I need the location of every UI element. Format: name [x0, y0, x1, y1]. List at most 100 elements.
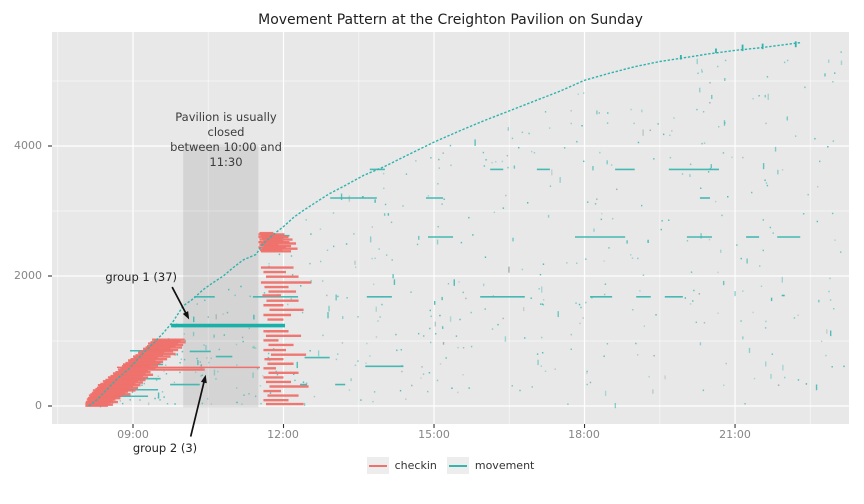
- movement-dot: [484, 308, 486, 310]
- movement-dot: [429, 309, 431, 312]
- movement-dot: [721, 214, 723, 217]
- movement-dot: [767, 93, 769, 100]
- movement-dot: [497, 323, 499, 326]
- movement-dot: [462, 291, 464, 294]
- movement-dot: [724, 122, 726, 124]
- movement-dot: [764, 179, 766, 182]
- movement-dot: [531, 386, 533, 388]
- movement-dot: [181, 350, 184, 353]
- group1-arrow-line: [171, 286, 188, 315]
- movement-dot: [438, 167, 441, 169]
- movement-dot: [435, 332, 437, 335]
- movement-dot: [372, 400, 374, 403]
- movement-dot: [206, 398, 209, 400]
- movement-dot: [740, 257, 742, 260]
- movement-dot: [829, 330, 832, 337]
- movement-dot: [428, 372, 431, 374]
- movement-dot: [563, 147, 566, 149]
- movement-dot: [769, 226, 772, 229]
- movement-dot: [241, 336, 244, 339]
- movement-dot: [159, 399, 161, 401]
- movement-dot: [504, 336, 507, 342]
- movement-dot: [594, 203, 597, 205]
- movement-dot: [319, 260, 322, 263]
- movement-dot: [345, 243, 348, 245]
- movement-dot: [816, 185, 819, 188]
- movement-dot: [649, 129, 651, 132]
- movement-dot: [165, 373, 168, 375]
- movement-dot: [121, 402, 124, 405]
- movement-dot: [269, 392, 272, 394]
- movement-dot: [748, 347, 751, 353]
- movement-dot: [596, 110, 598, 115]
- movement-dot: [210, 403, 213, 405]
- movement-dot: [341, 342, 344, 344]
- movement-dot: [740, 320, 742, 322]
- movement-dot: [702, 389, 705, 392]
- movement-dot: [586, 383, 588, 386]
- movement-dot: [390, 221, 393, 224]
- y-tick-label-4000: 4000: [14, 139, 42, 152]
- movement-dot: [275, 370, 277, 373]
- movement-dot: [262, 375, 264, 377]
- movement-dot: [626, 240, 628, 244]
- movement-dot: [671, 130, 673, 132]
- movement-dot: [700, 233, 702, 239]
- movement-dot: [222, 313, 224, 315]
- movement-dot: [310, 233, 312, 235]
- movement-dot: [698, 293, 701, 295]
- movement-dot: [717, 271, 719, 274]
- movement-dot: [457, 391, 459, 394]
- movement-dot: [183, 358, 186, 361]
- movement-dot: [434, 321, 436, 327]
- movement-dot: [582, 92, 585, 94]
- movement-dot: [833, 72, 836, 74]
- movement-dot: [533, 152, 536, 154]
- movement-dot: [371, 226, 373, 228]
- movement-dot: [610, 164, 613, 166]
- movement-dot: [201, 374, 203, 377]
- movement-dot: [616, 188, 618, 191]
- movement-dot: [815, 384, 818, 391]
- movement-dot: [657, 123, 659, 125]
- movement-dot: [337, 353, 339, 355]
- movement-dot: [384, 203, 387, 206]
- movement-dot: [696, 108, 698, 111]
- movement-dot: [829, 277, 831, 280]
- movement-dot: [301, 311, 304, 314]
- movement-dot: [457, 346, 459, 349]
- movement-dot: [482, 151, 485, 154]
- movement-dot: [762, 249, 764, 252]
- movement-dot: [701, 71, 703, 73]
- movement-dot: [764, 94, 766, 98]
- movement-dot: [235, 343, 238, 346]
- movement-dot: [442, 152, 444, 154]
- movement-dot: [797, 314, 799, 317]
- movement-dot: [215, 314, 217, 320]
- movement-dot: [540, 286, 543, 293]
- movement-dot: [201, 402, 204, 405]
- movement-dot: [724, 78, 726, 81]
- movement-dot: [470, 311, 472, 314]
- movement-dot: [249, 295, 251, 298]
- movement-dot: [606, 122, 609, 124]
- movement-dot: [647, 239, 649, 243]
- group2-arrow-line: [189, 380, 206, 437]
- movement-dot: [593, 228, 595, 232]
- movement-dot: [204, 299, 206, 302]
- movement-dot: [391, 259, 393, 261]
- movement-dot: [268, 262, 270, 265]
- movement-dot: [482, 283, 485, 287]
- movement-dot: [423, 335, 425, 337]
- movement-dot: [636, 354, 639, 356]
- movement-dot: [583, 160, 585, 163]
- movement-dot: [825, 354, 827, 357]
- movement-dot: [782, 364, 784, 371]
- movement-dot: [542, 303, 545, 306]
- movement-dot: [400, 348, 403, 351]
- movement-dot: [468, 216, 470, 219]
- movement-dot: [430, 157, 432, 159]
- movement-dot: [290, 297, 292, 300]
- x-tick-label-1200: 12:00: [267, 428, 299, 441]
